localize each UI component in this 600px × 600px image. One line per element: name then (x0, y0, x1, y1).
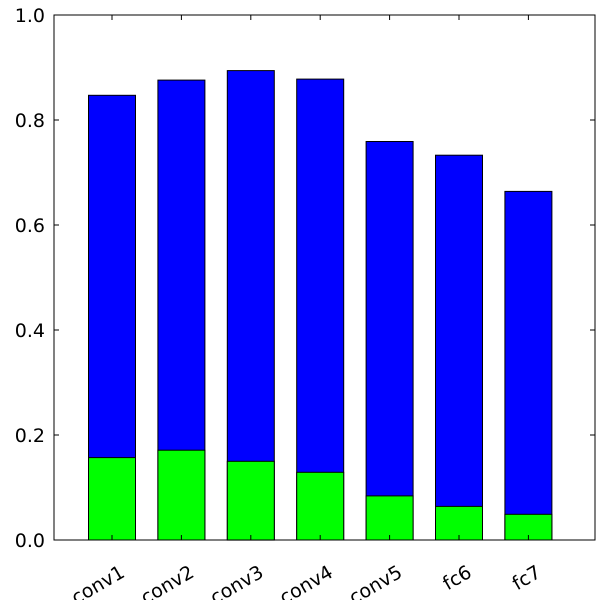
bar-series1-conv4 (296, 78, 345, 541)
bar-series1-conv5 (365, 141, 414, 541)
ytick-label: 1.0 (15, 5, 45, 27)
ytick-label: 0.4 (15, 320, 45, 342)
bar-series2-conv1 (88, 457, 136, 541)
ytick-label: 0.2 (15, 425, 45, 447)
plot-frame (53, 14, 596, 541)
bar-series1-fc6 (435, 154, 483, 541)
ytick-label: 0.6 (15, 215, 45, 237)
bars-layer (88, 70, 553, 541)
bar-series2-conv2 (157, 449, 206, 541)
bar-series2-conv4 (296, 471, 345, 541)
ytick-label: 0.0 (15, 530, 45, 552)
bar-series2-fc6 (435, 505, 483, 541)
ytick-label: 0.8 (15, 110, 45, 132)
bar-series2-conv5 (365, 495, 414, 541)
bar-series1-fc7 (504, 190, 553, 541)
bar-series2-conv3 (226, 460, 275, 541)
